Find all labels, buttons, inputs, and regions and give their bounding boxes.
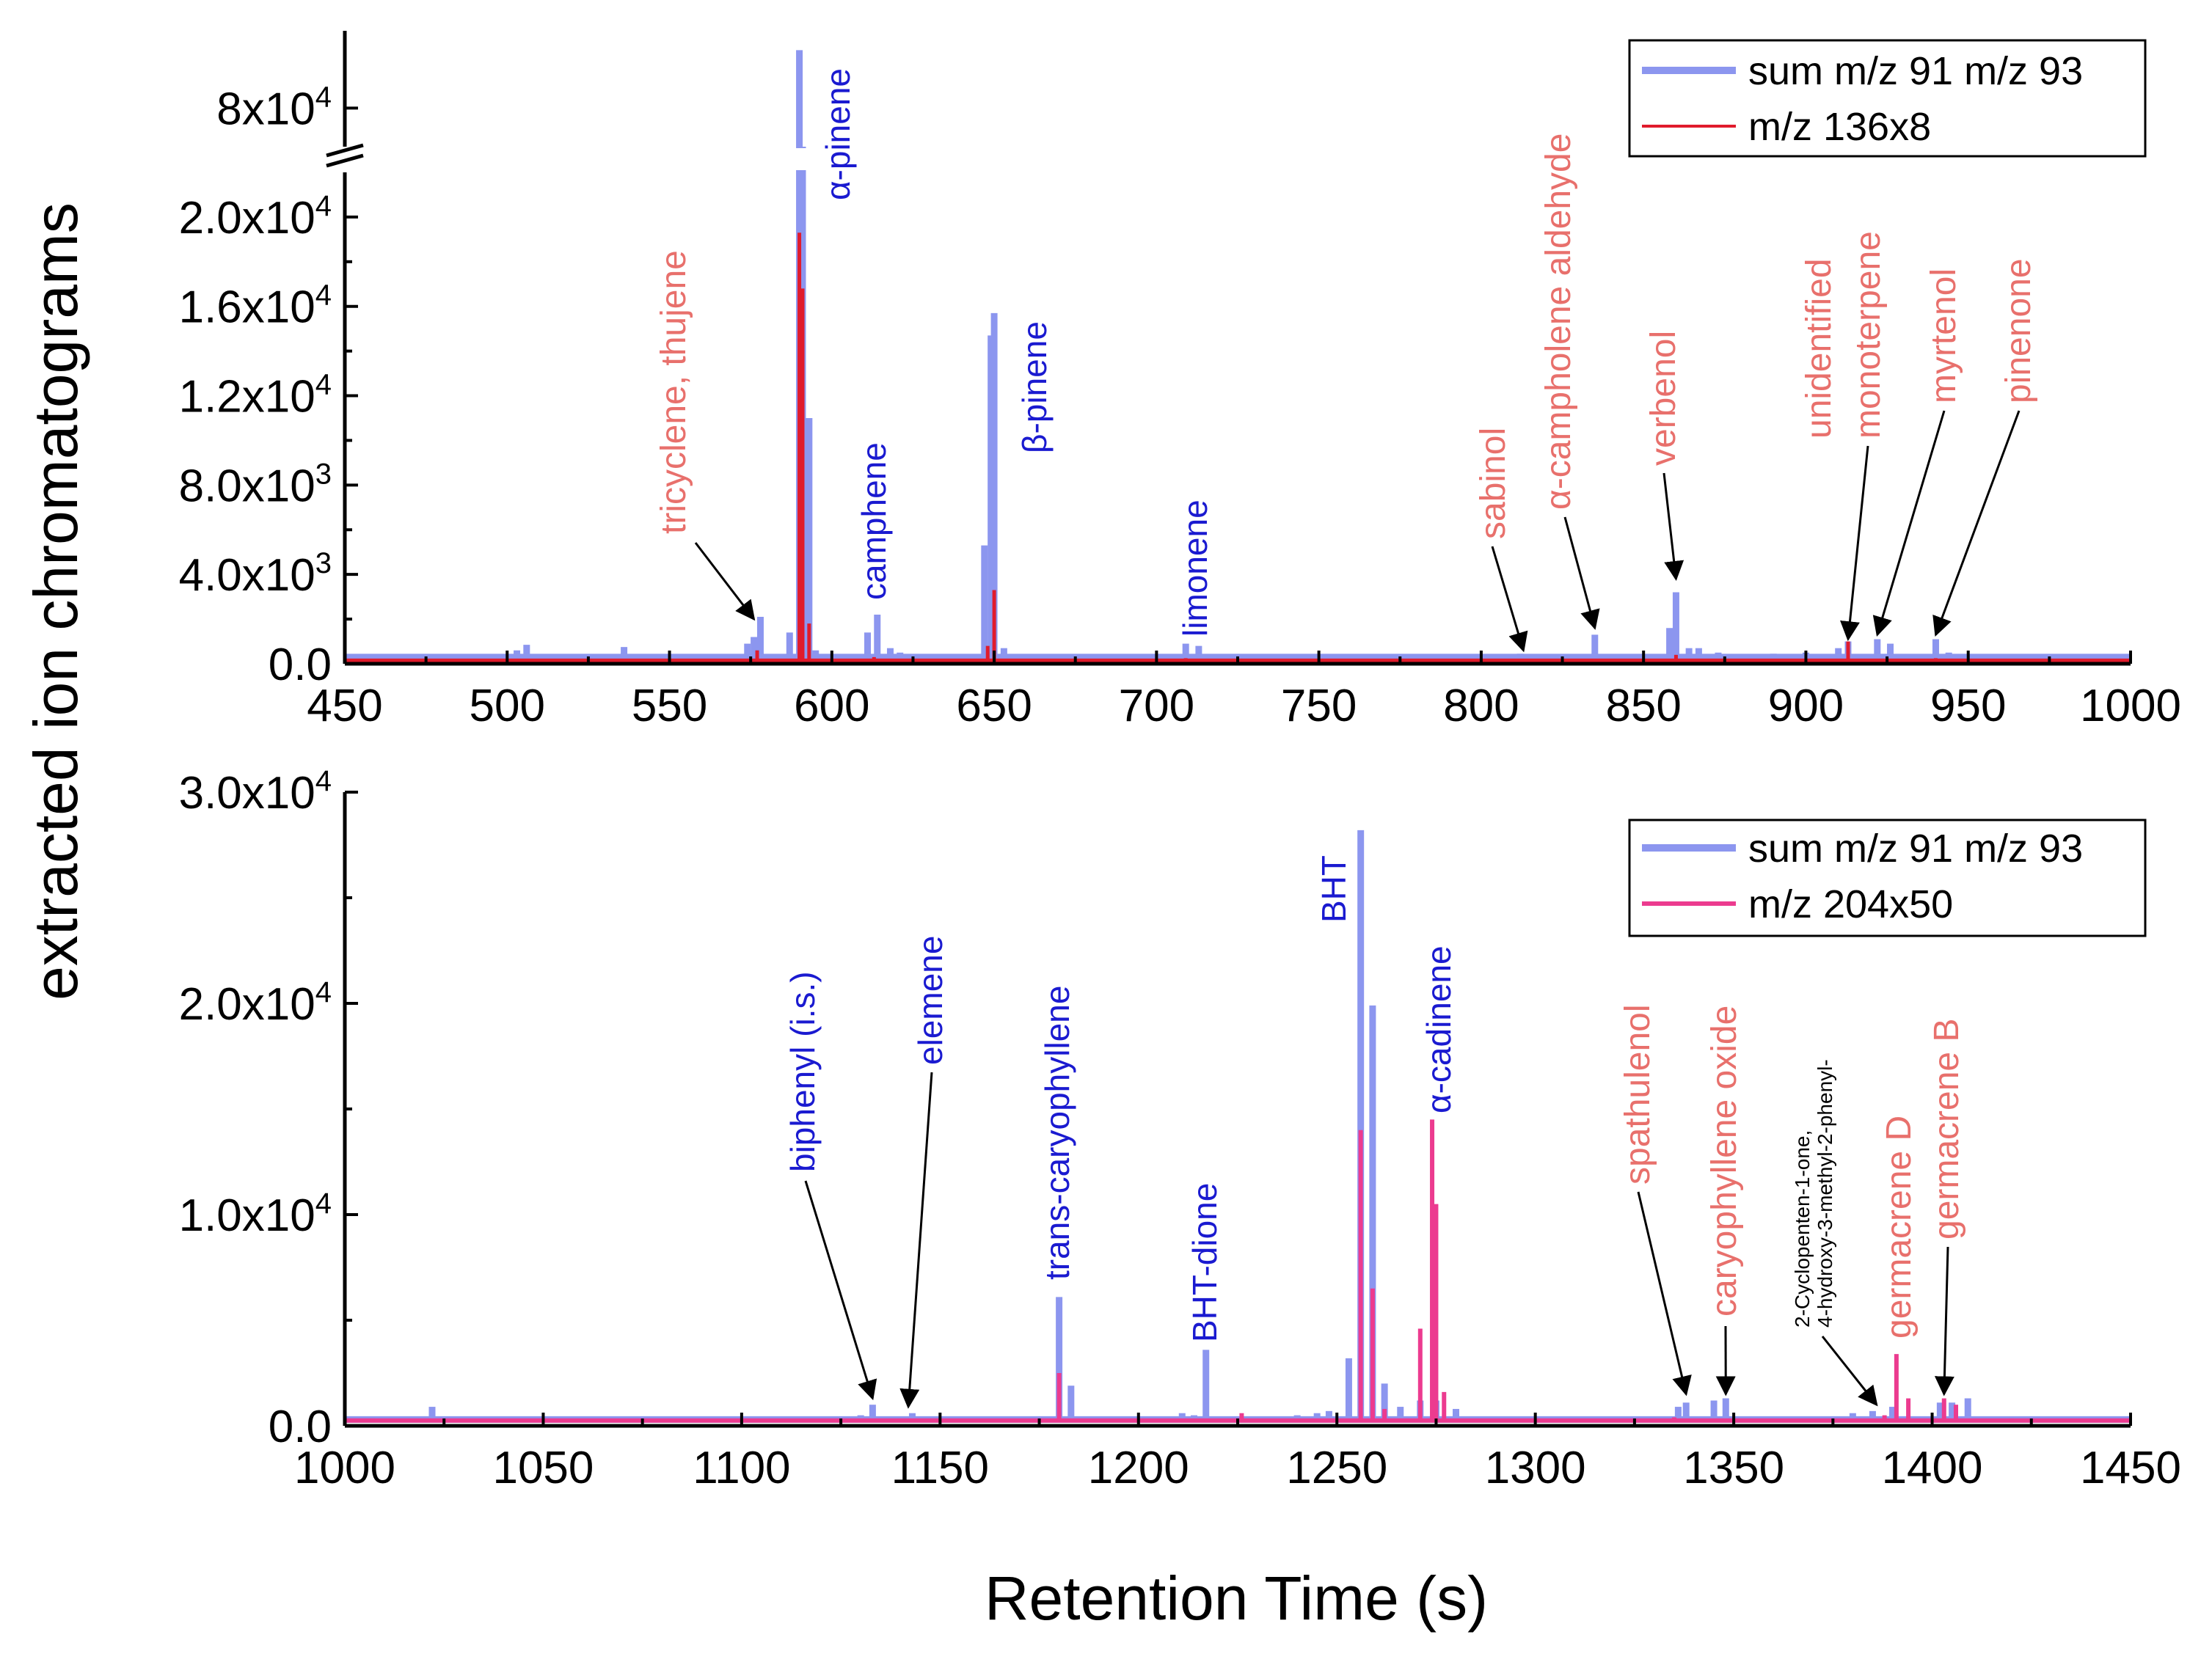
top-arrow-verbenol [1662,472,1684,581]
x-axis-title: Retention Time (s) [985,1564,1488,1633]
top-y-tick-label-5: 1.6x104 [179,279,332,333]
top-y-tick-label-2: 4.0x103 [179,547,332,601]
bottom-legend-box [1628,819,2147,937]
annotation-campholene: α-campholene aldehyde [1539,133,1578,510]
top-x-tick-label-6: 700 [1119,681,1194,731]
y-axis-title: extracted ion chromatograms [21,202,90,1000]
annotation-bht: BHT [1315,855,1353,923]
top-x-tick-label-8: 800 [1443,681,1519,731]
annotation-myrtenol: myrtenol [1924,268,1963,403]
top-x-tick-label-12: 1000 [2080,681,2181,731]
bottom-x-tick-label-7: 1300 [1485,1443,1586,1493]
bottom-axes: 1000 1050 1100 1150 1200 1250 1300 1350 1400 1450… [179,765,2181,1493]
top-x-tick-label-2: 500 [470,681,545,731]
top-y-tick-label-upper: 8x104 [216,81,332,134]
bottom-x-tick-label-8: 1350 [1683,1443,1784,1493]
top-arrow-pinenone [1932,410,2021,637]
annotation-limonene: limonene [1176,499,1214,637]
annotation-bht-dione: BHT-dione [1186,1183,1224,1342]
top-y-tick-label-1: 0.0 [269,640,332,690]
top-x-tick-label-10: 900 [1768,681,1844,731]
top-axis-break-mark-2 [326,153,364,168]
annotation-sabinol: sabinol [1474,428,1513,539]
top-legend-box [1628,39,2147,158]
bottom-x-tick-label-10: 1450 [2080,1443,2181,1493]
annotation-trans-caryophyllene: trans-caryophyllene [1038,986,1076,1280]
bottom-y-tick-label-2: 1.0x104 [179,1187,332,1241]
top-y-tick-label-4: 1.2x104 [179,369,332,422]
annotation-cyclopentenone-line2: 4-hydroxy-3-methyl-2-phenyl- [1814,1059,1836,1328]
annotation-monoterpene: monoterpene [1849,231,1888,439]
top-x-tick-label-11: 950 [1930,681,2006,731]
top-arrow-campholene [1563,516,1600,630]
bottom-arrow-cyclopentenone [1821,1336,1878,1407]
top-arrow-tricyclene [694,542,756,621]
annotation-beta-pinene: β-pinene [1015,321,1054,453]
bottom-legend-label-1: sum m/z 91 m/z 93 [1748,827,2083,871]
bottom-y-tick-label-3: 2.0x104 [179,976,332,1030]
top-x-tick-label-1: 450 [307,681,382,731]
bottom-x-tick-label-6: 1250 [1286,1443,1387,1493]
bottom-legend: sum m/z 91 m/z 93 m/z 204x50 [1628,819,2147,937]
bottom-arrow-germacrene-b [1934,1246,1954,1396]
bottom-arrow-biphenyl [804,1180,877,1401]
top-axes: 450 500 550 600 650 700 750 800 850 900 950 1000 0.0… [179,31,2181,731]
annotation-alpha-pinene: α-pinene [819,68,857,200]
top-arrow-sabinol [1491,546,1528,653]
annotation-unidentified: unidentified [1800,258,1839,439]
bottom-y-tick-label-4: 3.0x104 [179,765,332,819]
bottom-y-tick-label-1: 0.0 [269,1402,332,1452]
top-x-tick-label-4: 600 [794,681,869,731]
bottom-x-tick-label-3: 1100 [693,1443,790,1493]
bottom-x-tick-label-5: 1200 [1088,1443,1189,1493]
annotation-alpha-cadinene: α-cadinene [1420,945,1458,1113]
annotation-tricyclene: tricyclene, thujene [654,250,693,534]
top-legend: sum m/z 91 m/z 93 m/z 136x8 [1628,39,2147,158]
top-arrow-monoterpene [1840,445,1869,642]
annotation-elemene: elemene [911,936,949,1065]
annotation-caryophyllene-oxide: caryophyllene oxide [1705,1006,1744,1317]
top-x-tick-label-9: 850 [1605,681,1681,731]
top-panel: 450 500 550 600 650 700 750 800 850 900 950 1000 0.0… [179,31,2181,731]
top-axis-break-mark-1 [326,143,364,158]
bottom-x-tick-label-2: 1050 [492,1443,594,1493]
top-series-layer [345,50,2131,662]
top-x-tick-label-7: 750 [1281,681,1357,731]
top-x-tick-label-5: 650 [956,681,1032,731]
bottom-x-tick-label-1: 1000 [294,1443,395,1493]
bottom-panel: 1000 1050 1100 1150 1200 1250 1300 1350 1400 1450… [179,765,2181,1493]
annotation-camphene: camphene [855,442,893,600]
top-break-gap [785,148,829,170]
bottom-x-tick-label-9: 1400 [1882,1443,1983,1493]
bottom-legend-label-2: m/z 204x50 [1748,882,1953,926]
top-y-tick-label-3: 8.0x103 [179,458,332,511]
top-y-tick-label-6: 2.0x104 [179,190,332,244]
bottom-arrow-spathulenol [1637,1191,1692,1396]
top-legend-label-2: m/z 136x8 [1748,105,1931,149]
annotation-germacrene-b: germacrene B [1927,1019,1966,1240]
annotation-cyclopentenone-line1: 2-Cyclopenten-1-one, [1791,1130,1814,1328]
top-arrow-myrtenol [1872,410,1946,637]
annotation-germacrene-d: germacrene D [1880,1116,1919,1339]
bottom-x-tick-label-4: 1150 [891,1443,989,1493]
top-legend-label-1: sum m/z 91 m/z 93 [1748,49,2083,93]
annotation-spathulenol: spathulenol [1618,1004,1657,1185]
bottom-arrow-elemene [899,1072,933,1409]
annotation-verbenol: verbenol [1644,331,1683,466]
top-x-tick-label-3: 550 [632,681,707,731]
annotation-biphenyl: biphenyl (i.s.) [784,971,822,1172]
annotation-pinenone: pinenone [1999,258,2038,403]
